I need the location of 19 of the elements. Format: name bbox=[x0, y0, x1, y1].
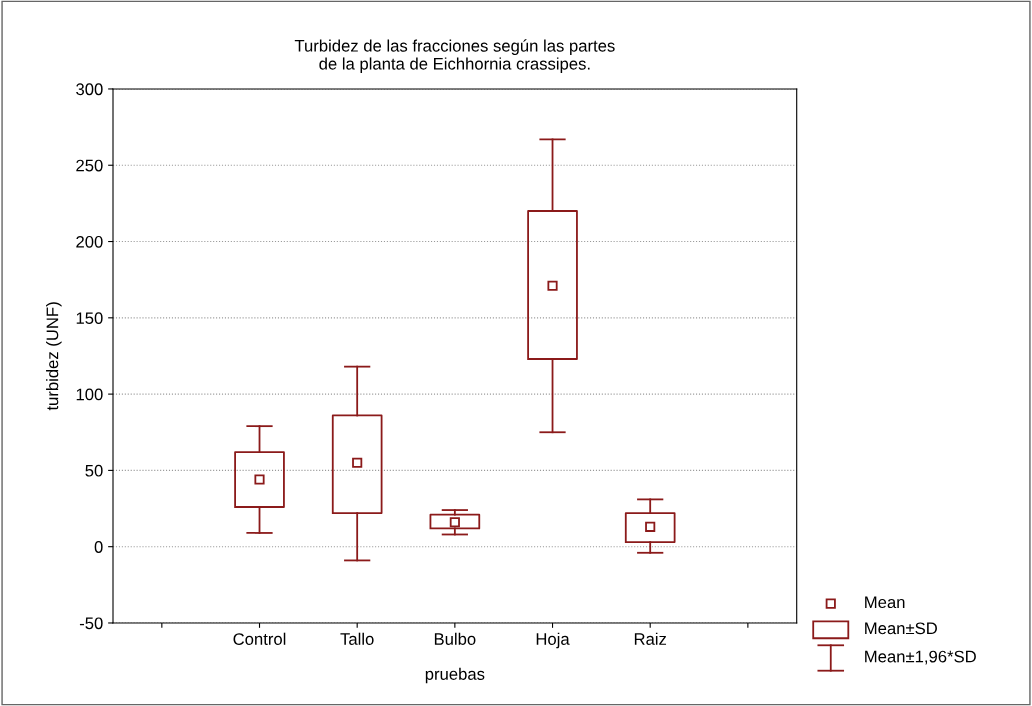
x-axis-title: pruebas bbox=[425, 667, 485, 684]
x-tick-label: Hoja bbox=[536, 632, 570, 649]
y-tick-label: -50 bbox=[79, 617, 103, 630]
x-tick-label: Control bbox=[233, 632, 286, 645]
text: Mean±SD bbox=[865, 622, 937, 635]
y-tick-label: 250 bbox=[76, 159, 103, 172]
text: Mean bbox=[865, 596, 905, 609]
y-tick-label: 50 bbox=[85, 464, 103, 477]
y-tick-label: 300 bbox=[76, 83, 103, 96]
y-tick-label: 100 bbox=[76, 388, 103, 401]
x-tick-label: Tallo bbox=[340, 632, 374, 645]
x-tick-label: Bulbo bbox=[434, 632, 476, 645]
chart-title: Turbidez de las fracciones según las partes de la planta de Eichhornia crassipes. bbox=[294, 39, 615, 73]
y-axis-title: turbidez (UNF) bbox=[46, 302, 62, 411]
y-tick-label: 200 bbox=[76, 235, 103, 248]
x-tick-label: Raiz bbox=[634, 632, 667, 645]
text: Mean±1,96*SD bbox=[865, 650, 976, 665]
y-tick-label: 150 bbox=[76, 312, 103, 325]
y-tick-label: 0 bbox=[94, 541, 103, 553]
